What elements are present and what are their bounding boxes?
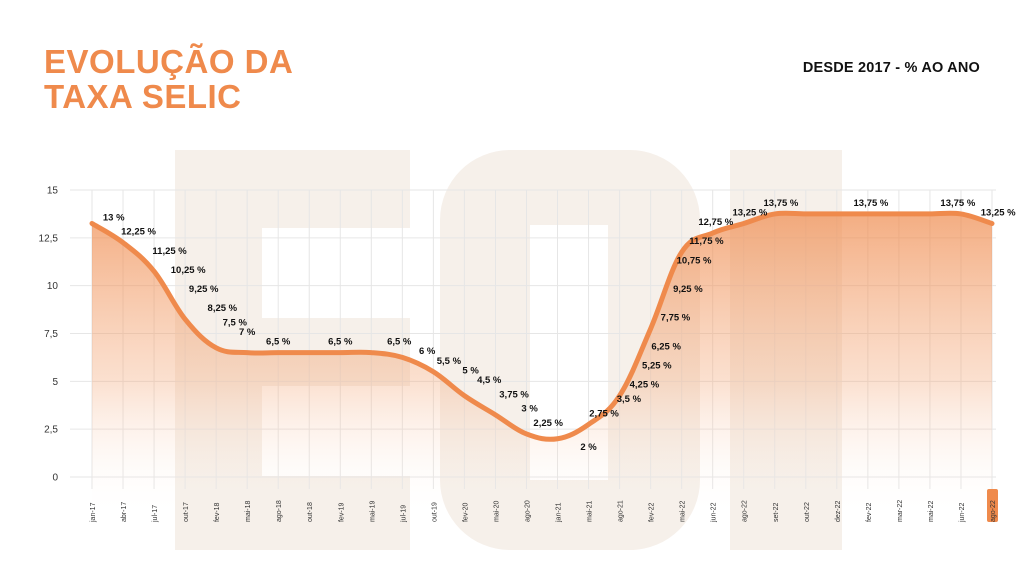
data-label: 10,75 % <box>677 255 712 266</box>
data-label: 2,75 % <box>589 408 619 419</box>
data-label: 7,5 % <box>223 318 248 329</box>
data-label: 13 % <box>103 212 125 223</box>
data-label: 6 % <box>419 346 436 357</box>
y-tick-label: 10 <box>47 281 59 292</box>
x-tick-label: fev-18 <box>214 502 221 522</box>
data-label: 6,25 % <box>651 341 681 352</box>
x-tick-label: mai-21 <box>587 500 594 522</box>
x-tick-label: abr-17 <box>121 502 128 522</box>
data-label: 11,75 % <box>689 236 724 247</box>
data-label: 13,75 % <box>764 198 799 209</box>
y-tick-label: 2,5 <box>44 425 58 436</box>
y-tick-label: 5 <box>52 377 58 388</box>
data-label: 13,75 % <box>854 198 889 209</box>
data-labels: 13 % 12,25 % 11,25 % 10,25 % 9,25 % 8,25 % 7,5… <box>103 198 1016 453</box>
data-label: 2 % <box>580 442 597 453</box>
data-label: 4,5 % <box>477 375 502 386</box>
y-tick-label: 0 <box>52 473 58 484</box>
x-tick-label: set-22 <box>773 502 780 522</box>
x-tick-label: mai-18 <box>245 500 252 522</box>
chart-title-line1: EVOLUÇÃO DA <box>44 43 294 80</box>
x-tick-label: mai-22 <box>928 500 935 522</box>
x-tick-label: fev-19 <box>338 502 345 522</box>
x-axis: jan-17 abr-17 jul-17 out-17 fev-18 mai-18 ago-… <box>90 489 998 523</box>
y-axis: 0 2,5 5 7,5 10 12,5 15 <box>39 186 59 484</box>
x-tick-label: mai-22 <box>680 500 687 522</box>
chart-area-layer <box>89 210 995 517</box>
x-tick-label: ago-22 <box>742 500 749 522</box>
data-label: 5,25 % <box>642 361 672 372</box>
x-tick-label: mar-22 <box>897 500 904 522</box>
x-tick-label: fev-20 <box>462 502 469 522</box>
x-tick-label: fev-22 <box>649 502 656 522</box>
watermark-letter-e-gap1 <box>262 228 410 318</box>
x-tick-label: dez-22 <box>835 500 842 522</box>
chart-title: EVOLUÇÃO DA TAXA SELIC <box>44 44 293 114</box>
data-label: 3,75 % <box>499 389 529 400</box>
x-tick-label: fev-22 <box>866 502 873 522</box>
data-label: 7,75 % <box>661 313 691 324</box>
data-label: 12,75 % <box>698 217 733 228</box>
data-label: 6,5 % <box>387 337 412 348</box>
x-tick-label: jul-19 <box>400 505 407 523</box>
x-tick-label: mai-19 <box>369 500 376 522</box>
x-tick-label: jun-22 <box>959 502 966 523</box>
data-label: 13,75 % <box>940 198 975 209</box>
x-tick-label: ago-21 <box>618 500 625 522</box>
chart-title-line2: TAXA SELIC <box>44 78 242 115</box>
data-label: 8,25 % <box>208 303 238 314</box>
series-area <box>92 213 992 517</box>
data-label: 5,5 % <box>437 356 462 367</box>
data-label: 4,25 % <box>630 380 660 391</box>
x-tick-label: jun-22 <box>711 502 718 523</box>
x-tick-label: ago-20 <box>524 500 531 522</box>
x-tick-label: ago-18 <box>276 500 283 522</box>
data-label: 10,25 % <box>171 265 206 276</box>
data-label: 13,25 % <box>981 207 1016 218</box>
x-tick-label: out-18 <box>307 502 314 522</box>
chart-subtitle: DESDE 2017 - % AO ANO <box>802 60 980 76</box>
data-label: 9,25 % <box>189 284 219 295</box>
x-tick-label: out-19 <box>431 502 438 522</box>
data-label: 6,5 % <box>328 337 353 348</box>
data-label: 12,25 % <box>121 227 156 238</box>
x-tick-label: out-22 <box>804 502 811 522</box>
data-label: 11,25 % <box>152 246 187 257</box>
y-tick-label: 12,5 <box>39 233 59 244</box>
x-tick-label: jan-17 <box>90 502 97 523</box>
y-tick-label: 7,5 <box>44 329 58 340</box>
data-label: 13,25 % <box>732 207 767 218</box>
x-tick-label: jul-17 <box>152 505 159 523</box>
data-label: 2,25 % <box>533 418 563 429</box>
x-tick-label: out-17 <box>183 502 190 522</box>
series-line <box>89 210 995 442</box>
data-label: 5 % <box>462 365 479 376</box>
y-tick-label: 15 <box>47 186 59 197</box>
data-label: 3 % <box>521 404 538 415</box>
data-label: 6,5 % <box>266 337 291 348</box>
data-label: 7 % <box>239 327 256 338</box>
x-tick-label: ago-22 <box>990 500 997 522</box>
x-tick-highlight <box>987 489 998 522</box>
data-label: 3,5 % <box>617 394 642 405</box>
x-tick-label: jan-21 <box>556 502 563 523</box>
x-tick-label: mai-20 <box>493 500 500 522</box>
data-label: 9,25 % <box>673 284 703 295</box>
